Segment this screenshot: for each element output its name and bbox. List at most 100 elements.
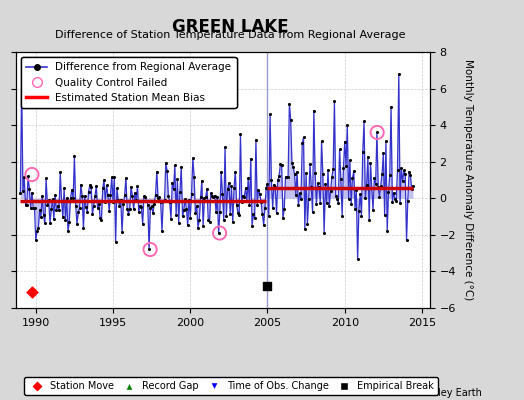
Point — [292, 192, 300, 198]
Point — [310, 107, 318, 114]
Point — [208, 193, 216, 200]
Point — [155, 194, 163, 200]
Point — [289, 164, 298, 170]
Point — [254, 187, 263, 193]
Point — [261, 205, 269, 211]
Point — [278, 162, 286, 168]
Point — [29, 205, 37, 212]
Point — [333, 196, 341, 202]
Point — [196, 194, 205, 201]
Point — [168, 180, 177, 186]
Point — [50, 216, 58, 222]
Point — [121, 192, 129, 199]
Point — [301, 226, 309, 232]
Point — [350, 168, 358, 174]
Point — [182, 206, 191, 212]
Point — [84, 188, 93, 195]
Point — [280, 206, 288, 212]
Point — [351, 205, 359, 212]
Point — [377, 182, 385, 189]
Point — [358, 149, 367, 156]
Point — [28, 189, 36, 196]
Point — [408, 186, 416, 192]
Point — [171, 162, 179, 168]
Point — [403, 197, 412, 204]
Point — [307, 184, 315, 190]
Point — [204, 217, 212, 224]
Point — [326, 188, 335, 194]
Point — [346, 157, 354, 164]
Text: GREEN LAKE: GREEN LAKE — [172, 18, 289, 36]
Point — [313, 180, 322, 187]
Point — [38, 193, 47, 199]
Point — [367, 185, 376, 191]
Point — [276, 161, 285, 168]
Point — [364, 154, 372, 160]
Point — [192, 203, 201, 209]
Point — [258, 211, 267, 217]
Point — [392, 198, 400, 204]
Y-axis label: Monthly Temperature Anomaly Difference (°C): Monthly Temperature Anomaly Difference (… — [463, 59, 473, 301]
Point — [115, 202, 124, 209]
Point — [20, 174, 28, 180]
Point — [400, 167, 408, 174]
Point — [118, 229, 126, 235]
Point — [181, 196, 189, 203]
Point — [57, 198, 66, 204]
Point — [97, 216, 106, 223]
Point — [225, 180, 233, 186]
Point — [149, 210, 157, 217]
Point — [109, 198, 117, 205]
Point — [59, 214, 67, 221]
Point — [249, 211, 257, 218]
Point — [144, 202, 152, 208]
Point — [26, 205, 35, 212]
Point — [85, 182, 94, 188]
Point — [52, 207, 61, 214]
Point — [157, 199, 165, 205]
Point — [271, 184, 279, 190]
Point — [74, 209, 82, 216]
Point — [282, 174, 291, 180]
Point — [268, 204, 277, 211]
Point — [342, 162, 350, 169]
Point — [77, 181, 85, 188]
Point — [47, 206, 56, 213]
Point — [406, 172, 414, 178]
Point — [200, 195, 209, 201]
Point — [81, 193, 89, 199]
Point — [78, 192, 86, 199]
Point — [130, 190, 139, 196]
Point — [79, 225, 88, 232]
Point — [116, 196, 125, 203]
Point — [30, 205, 39, 212]
Point — [95, 201, 103, 207]
Point — [146, 204, 155, 211]
Point — [263, 180, 271, 187]
Point — [389, 190, 398, 196]
Legend: Difference from Regional Average, Quality Control Failed, Estimated Station Mean: Difference from Regional Average, Qualit… — [21, 57, 236, 108]
Point — [177, 164, 185, 170]
Point — [106, 192, 115, 199]
Point — [243, 198, 251, 204]
Point — [256, 190, 264, 197]
Point — [233, 202, 241, 208]
Point — [96, 215, 104, 222]
Point — [363, 182, 371, 188]
Point — [279, 215, 287, 222]
Point — [297, 196, 305, 202]
Point — [330, 98, 339, 104]
Point — [348, 175, 357, 182]
Point — [48, 196, 57, 202]
Point — [198, 178, 206, 184]
Point — [401, 171, 409, 178]
Point — [23, 202, 31, 208]
Point — [329, 166, 337, 172]
Point — [235, 212, 243, 218]
Point — [302, 170, 310, 176]
Point — [287, 116, 295, 123]
Point — [75, 205, 84, 211]
Point — [265, 212, 273, 219]
Point — [237, 199, 246, 206]
Point — [391, 196, 399, 202]
